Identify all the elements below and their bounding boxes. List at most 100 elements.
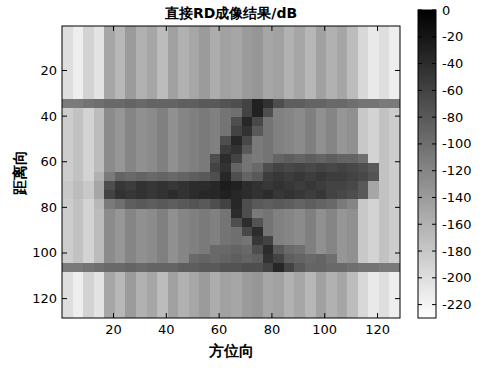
cell xyxy=(284,44,295,53)
colorbar-tick xyxy=(432,251,436,252)
cell xyxy=(94,300,105,309)
cell xyxy=(284,35,295,44)
cell xyxy=(252,44,263,53)
cell xyxy=(368,90,379,99)
cell xyxy=(316,172,327,181)
cell xyxy=(178,263,189,272)
cell xyxy=(273,35,284,44)
x-tick-label: 120 xyxy=(365,322,390,337)
cell xyxy=(389,181,400,190)
cell xyxy=(337,199,348,208)
cell xyxy=(284,236,295,245)
cell xyxy=(389,154,400,163)
cell xyxy=(73,227,84,236)
cell xyxy=(231,90,242,99)
cell xyxy=(83,254,94,263)
cell xyxy=(210,35,221,44)
cell xyxy=(220,44,231,53)
cell xyxy=(252,254,263,263)
cell xyxy=(252,26,263,35)
cell xyxy=(94,254,105,263)
cell xyxy=(242,72,253,81)
cell xyxy=(73,291,84,300)
cell xyxy=(168,145,179,154)
cell xyxy=(337,53,348,62)
cell xyxy=(252,63,263,72)
cell xyxy=(94,126,105,135)
cell xyxy=(178,126,189,135)
cell xyxy=(199,291,210,300)
cell xyxy=(83,81,94,90)
chart: 2040608010012020406080100120直接RD成像结果/dB方… xyxy=(0,0,501,368)
cell xyxy=(115,72,126,81)
cell xyxy=(210,218,221,227)
cell xyxy=(136,218,147,227)
cell xyxy=(220,190,231,199)
cell xyxy=(263,291,274,300)
cell xyxy=(358,199,369,208)
cell xyxy=(284,190,295,199)
cell xyxy=(252,227,263,236)
cell xyxy=(220,218,231,227)
cell xyxy=(379,154,390,163)
cell xyxy=(147,53,158,62)
cell xyxy=(284,63,295,72)
cell xyxy=(347,81,358,90)
cell xyxy=(189,26,200,35)
cell xyxy=(316,245,327,254)
cell xyxy=(199,90,210,99)
cell xyxy=(326,44,337,53)
cell xyxy=(115,172,126,181)
colorbar-tick xyxy=(418,90,422,91)
colorbar-tick xyxy=(432,10,436,11)
cell xyxy=(273,272,284,281)
cell xyxy=(199,282,210,291)
cell xyxy=(147,282,158,291)
cell xyxy=(263,44,274,53)
cell xyxy=(94,282,105,291)
cell xyxy=(347,53,358,62)
cell xyxy=(62,136,73,145)
cell xyxy=(337,181,348,190)
cell xyxy=(125,99,136,108)
cell xyxy=(83,309,94,318)
cell xyxy=(94,181,105,190)
cell xyxy=(294,63,305,72)
cell xyxy=(231,154,242,163)
cell xyxy=(358,154,369,163)
x-tick xyxy=(219,313,220,318)
cell xyxy=(210,263,221,272)
cell xyxy=(157,81,168,90)
cell xyxy=(242,26,253,35)
cell xyxy=(178,236,189,245)
cell xyxy=(347,263,358,272)
cell xyxy=(62,108,73,117)
cell xyxy=(263,236,274,245)
cell xyxy=(358,35,369,44)
cell xyxy=(115,190,126,199)
cell xyxy=(104,154,115,163)
cell xyxy=(136,236,147,245)
cell xyxy=(157,90,168,99)
cell xyxy=(189,81,200,90)
cell xyxy=(178,99,189,108)
cell xyxy=(358,63,369,72)
cell xyxy=(347,26,358,35)
cell xyxy=(368,218,379,227)
cell xyxy=(157,245,168,254)
cell xyxy=(94,145,105,154)
cell xyxy=(379,291,390,300)
cell xyxy=(358,26,369,35)
cell xyxy=(73,63,84,72)
cell xyxy=(168,236,179,245)
cell xyxy=(305,63,316,72)
colorbar-tick-label: -160 xyxy=(442,217,472,232)
cell xyxy=(316,309,327,318)
cell xyxy=(62,300,73,309)
cell xyxy=(337,154,348,163)
cell xyxy=(305,227,316,236)
cell xyxy=(220,126,231,135)
cell xyxy=(273,300,284,309)
cell xyxy=(316,218,327,227)
colorbar-tick xyxy=(432,304,436,305)
